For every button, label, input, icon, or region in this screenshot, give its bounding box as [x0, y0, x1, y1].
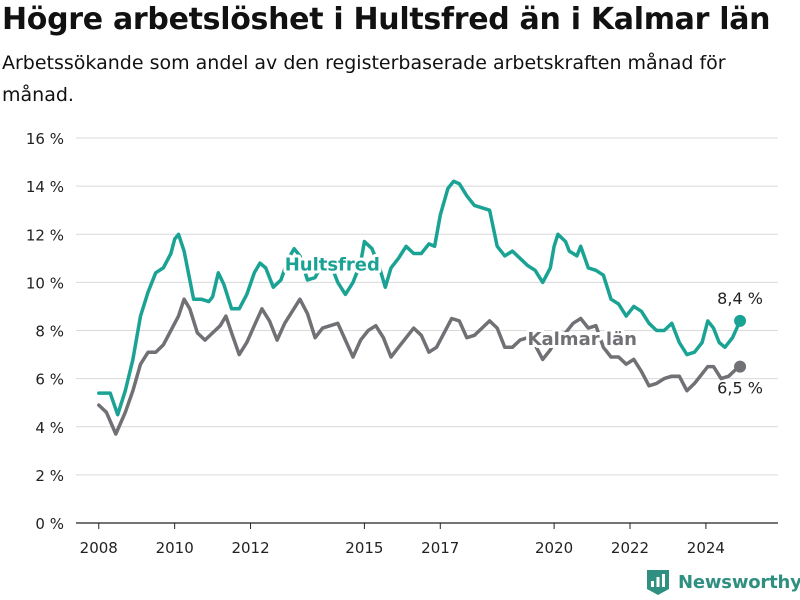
- y-tick-label: 2 %: [35, 467, 64, 485]
- series-name-label: Kalmar län: [528, 329, 637, 350]
- series-end-marker: [734, 360, 747, 373]
- y-tick-label: 14 %: [26, 178, 64, 196]
- x-tick-label: 2020: [535, 539, 573, 557]
- y-tick-label: 12 %: [26, 226, 64, 244]
- series-end-marker: [734, 314, 747, 327]
- page-subtitle: Arbetssökande som andel av den registerb…: [2, 52, 726, 106]
- axes: 0 % 2 % 4 % 6 % 8 % 10 % 12 % 14 % 16 % 2008 2010 2…: [26, 130, 725, 557]
- y-tick-label: 0 %: [35, 515, 64, 533]
- y-tick-label: 4 %: [35, 419, 64, 437]
- newsworthy-logo-icon: [647, 570, 669, 595]
- y-tick-label: 10 %: [26, 274, 64, 292]
- x-tick-label: 2024: [687, 539, 725, 557]
- series-end-label: 8,4 %: [717, 289, 763, 308]
- x-tick-label: 2012: [231, 539, 269, 557]
- series-line: [97, 297, 742, 436]
- series-end-label: 6,5 %: [717, 379, 763, 398]
- x-tick-label: 2015: [345, 539, 383, 557]
- y-tick-label: 6 %: [35, 371, 64, 389]
- y-tick-label: 16 %: [26, 130, 64, 148]
- brand-name: Newsworthy: [678, 571, 800, 593]
- grid-lines: [76, 137, 778, 524]
- brand-logo: Newsworthy: [645, 567, 800, 597]
- page-title: Högre arbetslöshet i Hultsfred än i Kalm…: [2, 2, 771, 37]
- x-tick-label: 2008: [80, 539, 118, 557]
- y-tick-label: 8 %: [35, 323, 64, 341]
- x-tick-label: 2022: [611, 539, 649, 557]
- series-line: [97, 179, 742, 417]
- series-name-label: Hultsfred: [285, 254, 380, 275]
- series-lines: [97, 179, 747, 436]
- series-labels: 8,4 % 6,5 % Hultsfred Kalmar län: [282, 251, 763, 398]
- x-tick-label: 2010: [156, 539, 194, 557]
- x-tick-label: 2017: [421, 539, 459, 557]
